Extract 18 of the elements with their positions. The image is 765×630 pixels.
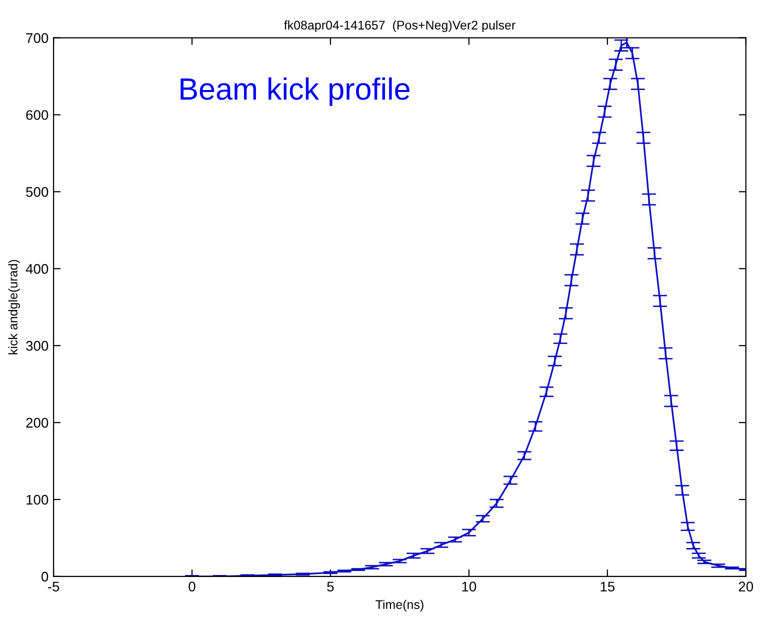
x-axis-title: Time(ns) [376,600,424,612]
annotation: Beam kick profile [180,77,410,106]
y-tick-label: 700 [26,33,48,43]
x-tick-label: 5 [327,582,334,592]
x-tick-label: -5 [48,582,60,592]
y-tick-label: 100 [26,494,48,505]
chart-title: fk08apr04-141657 (Pos+Neg)Ver2 pulser [284,20,516,32]
x-tick-label: 0 [188,582,196,592]
y-tick-label: 0 [42,572,48,582]
y-tick-label: 600 [26,110,48,120]
x-tick-label: 20 [738,582,754,592]
x-tick-label: 10 [462,582,476,592]
y-tick-label: 400 [26,264,48,274]
x-tick-label: 15 [600,582,615,592]
y-tick-label: 500 [26,187,48,197]
y-tick-label: 200 [26,418,48,428]
y-tick-label: 300 [26,340,48,351]
y-axis-title: kick andgle(urad) [8,260,20,354]
